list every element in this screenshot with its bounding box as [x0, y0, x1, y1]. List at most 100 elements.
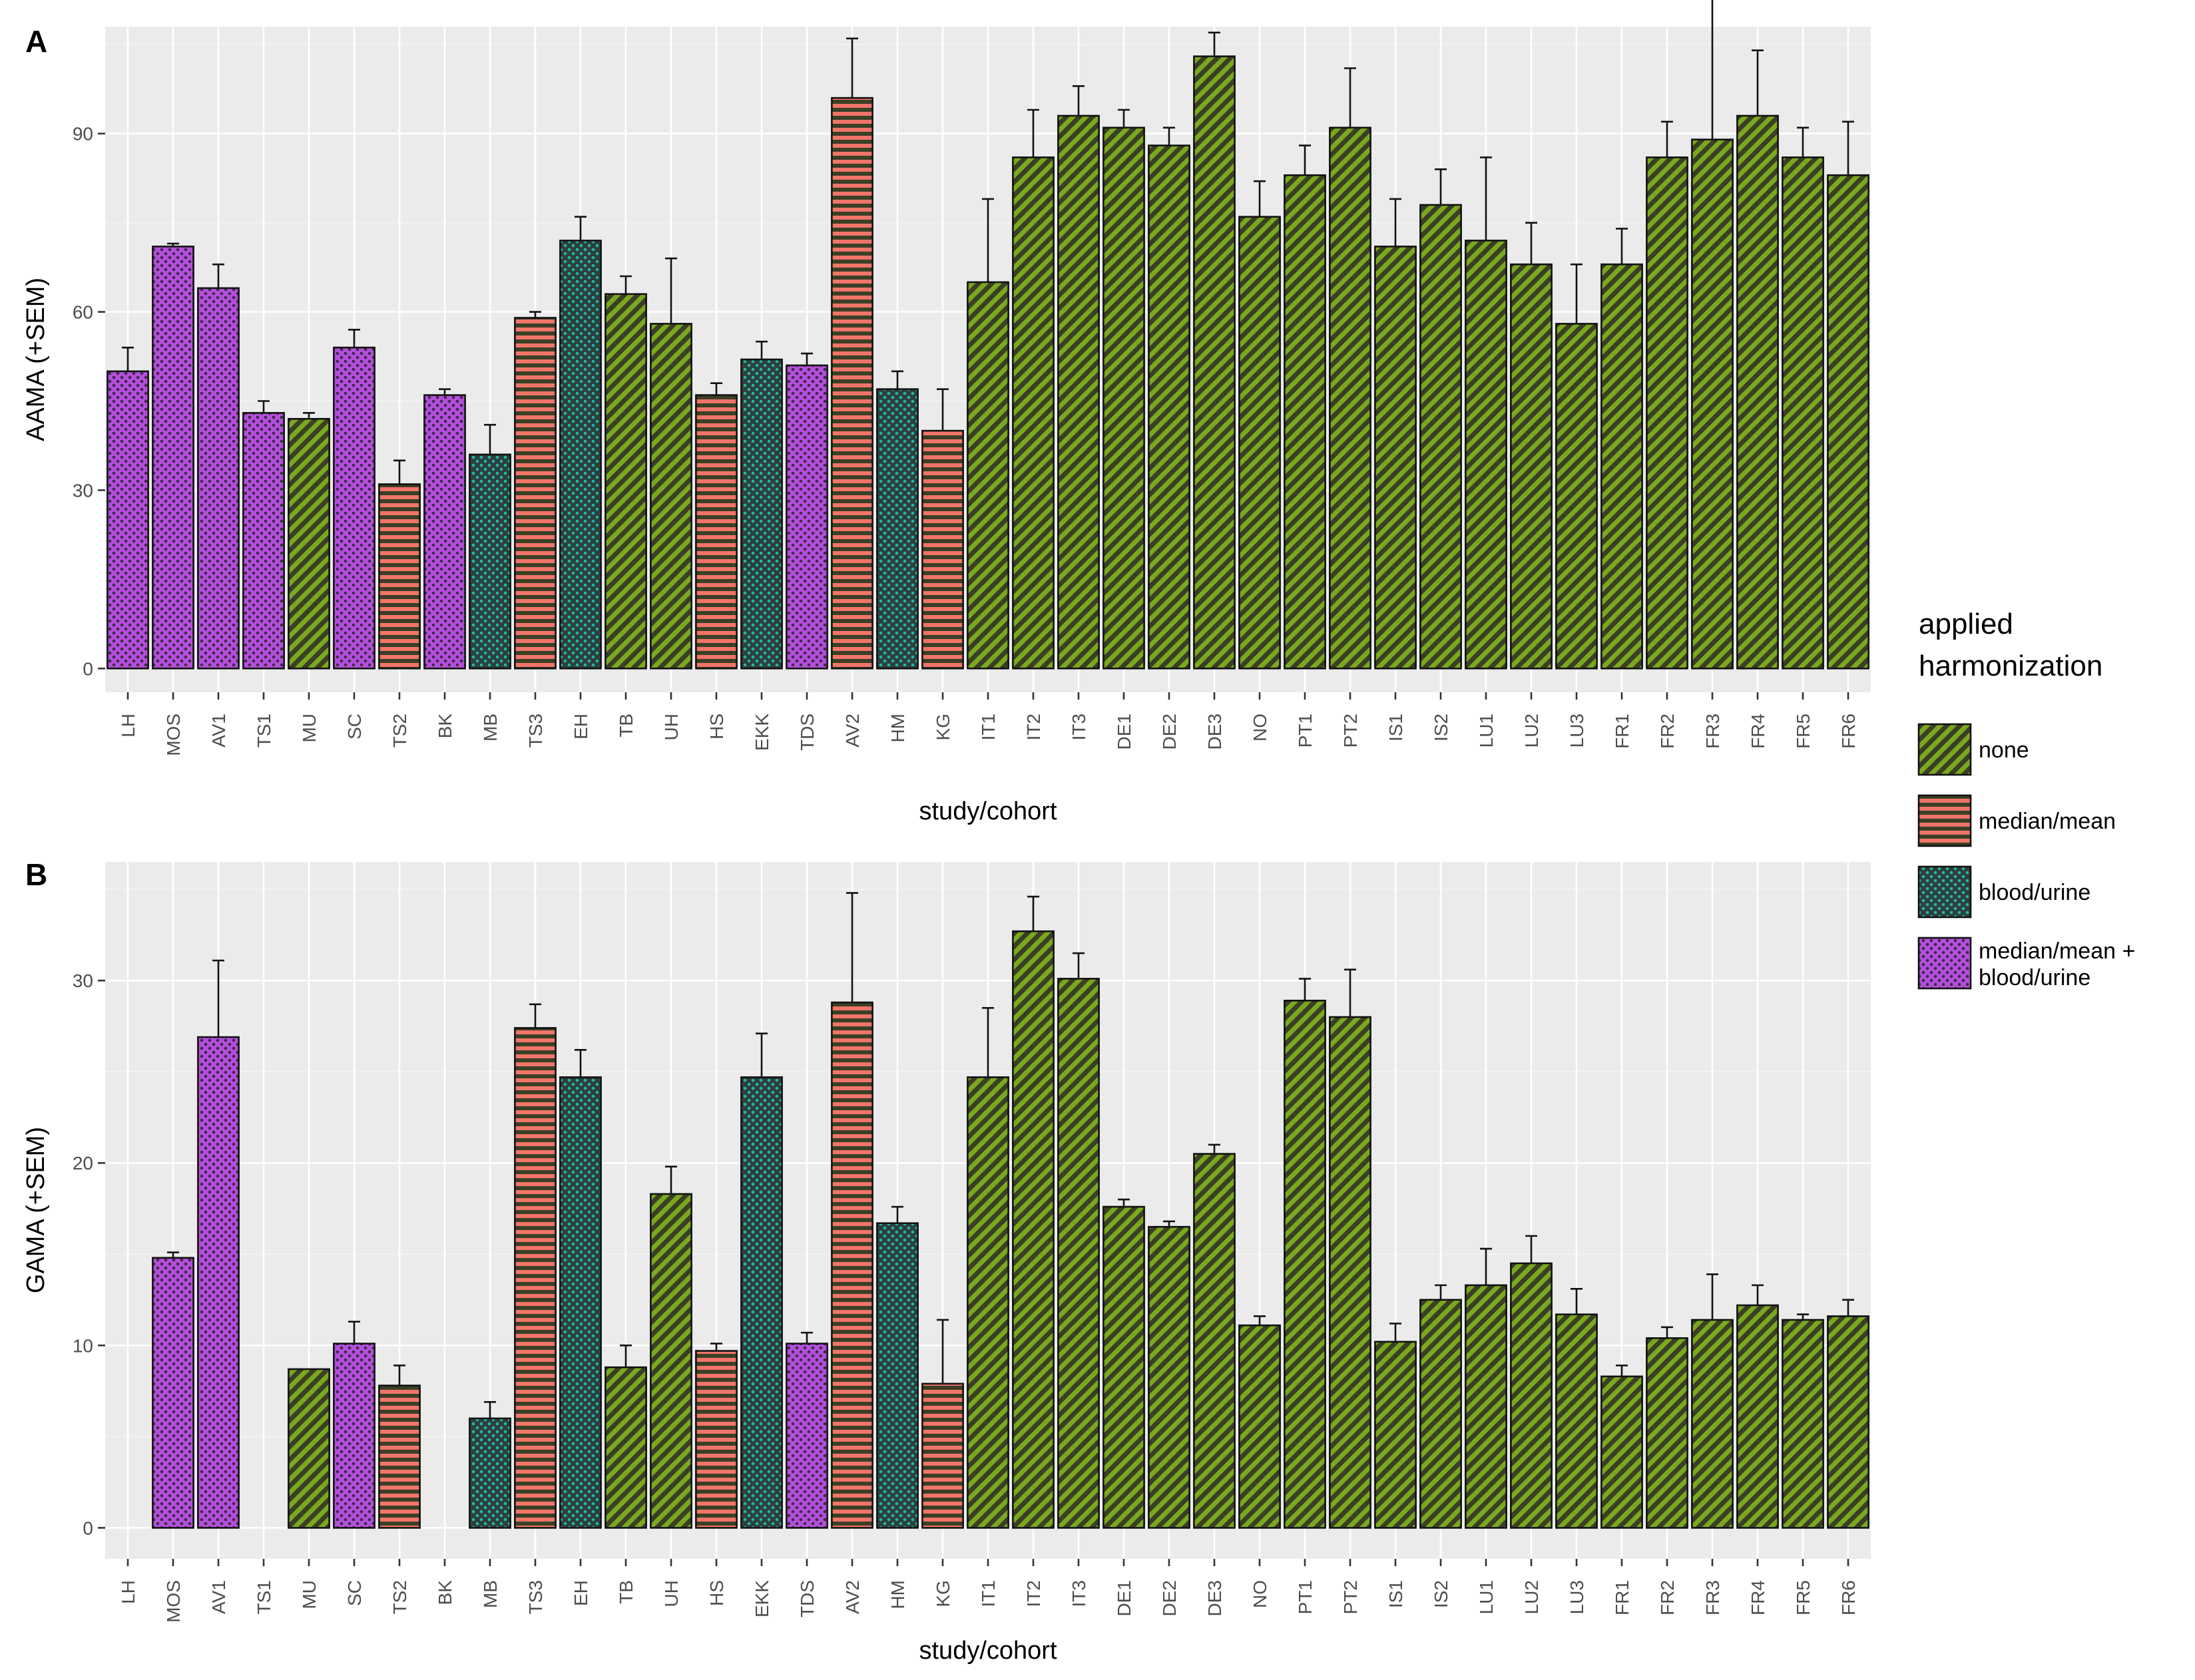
bar-de2	[1148, 144, 1190, 670]
x-tick-label: AV1	[208, 714, 229, 747]
legend-label-median-mean-blood-urine-line2: blood/urine	[1979, 965, 2090, 990]
x-tick-label: DE3	[1204, 1580, 1225, 1616]
bar-lu3	[1555, 323, 1598, 670]
bar-sc	[333, 1343, 375, 1529]
x-tick-label: LU1	[1476, 714, 1497, 747]
panel-b: B 0 10 20 30 LH MOS AV1 TS1 MU SC TS2 BK MB TS3 EH TB U…	[22, 857, 1871, 1665]
bar-fr6	[1827, 1315, 1869, 1529]
x-tick-label: TB	[616, 1580, 636, 1604]
x-tick-label: FR1	[1612, 714, 1632, 749]
bar-de3	[1193, 55, 1236, 670]
x-tick-label: TS2	[389, 1580, 410, 1614]
x-tick-label: HS	[706, 714, 727, 739]
x-tick-label: TDS	[797, 714, 818, 751]
bar-fr3	[1691, 138, 1734, 670]
bar-mu	[288, 417, 330, 670]
bar-de2	[1148, 1225, 1190, 1529]
bar-fr5	[1782, 156, 1824, 670]
bar-hs	[695, 1350, 738, 1529]
x-tick-label: MU	[299, 1580, 320, 1609]
x-tick-label: AV2	[842, 714, 863, 747]
x-tick-label: FR1	[1612, 1580, 1632, 1615]
x-tick-label: DE1	[1114, 1580, 1134, 1616]
x-tick-label: LH	[118, 714, 138, 737]
legend-label-median-mean-blood-urine-line1: median/mean +	[1979, 939, 2135, 964]
bar-fr1	[1600, 1375, 1643, 1529]
bar-av2	[831, 1001, 873, 1529]
bar-tb	[605, 1366, 647, 1529]
panel-b-bars	[152, 892, 1869, 1529]
x-tick-label: UH	[661, 1580, 682, 1607]
bar-mos	[152, 1257, 194, 1529]
bar-it2	[1012, 930, 1055, 1529]
bar-hm	[876, 388, 919, 670]
x-tick-label: SC	[344, 714, 365, 739]
x-tick-label: HM	[887, 714, 908, 743]
x-tick-label: LU1	[1476, 1580, 1497, 1614]
x-tick-label: FR6	[1838, 1580, 1859, 1615]
bar-ekk	[740, 1076, 783, 1529]
x-tick-label: IS1	[1385, 714, 1406, 741]
panel-a-x-axis-title: study/cohort	[919, 797, 1057, 825]
x-tick-label: FR3	[1702, 714, 1723, 749]
x-tick-label: PT2	[1340, 1580, 1361, 1614]
panel-b-y-axis-title: GAMA (+SEM)	[22, 1127, 50, 1293]
bar-it3	[1057, 114, 1100, 670]
x-tick-label: LU3	[1567, 1580, 1587, 1614]
x-tick-label: FR2	[1657, 1580, 1678, 1615]
y-tick-label: 20	[73, 1153, 93, 1173]
bar-av1	[197, 1036, 240, 1529]
bar-it1	[967, 1076, 1009, 1529]
bar-fr5	[1782, 1319, 1824, 1529]
x-tick-label: NO	[1250, 1580, 1270, 1608]
bar-kg	[921, 1382, 964, 1529]
x-tick-label: TDS	[797, 1580, 818, 1617]
x-tick-label: IT2	[1023, 1580, 1044, 1607]
bar-pt1	[1284, 174, 1326, 670]
bar-bk	[423, 394, 466, 670]
x-tick-label: BK	[435, 714, 455, 739]
bar-pt2	[1329, 1016, 1371, 1529]
panel-a-x-axis: LH MOS AV1 TS1 MU SC TS2 BK MB TS3 EH TB UH HS EKK TDS A…	[118, 692, 1859, 756]
x-tick-label: KG	[933, 1580, 953, 1607]
bar-lu3	[1555, 1313, 1598, 1529]
x-tick-label: KG	[933, 714, 953, 740]
bar-fr4	[1736, 1304, 1779, 1529]
bar-fr2	[1646, 156, 1688, 670]
bar-tb	[605, 293, 647, 670]
y-tick-label: 10	[73, 1335, 93, 1356]
bar-fr6	[1827, 174, 1869, 670]
bar-av1	[197, 287, 240, 670]
bar-no	[1238, 1324, 1281, 1529]
bar-fr3	[1691, 1319, 1734, 1529]
bar-ts2	[378, 483, 421, 670]
x-tick-label: PT2	[1340, 714, 1361, 747]
y-tick-label: 0	[83, 1518, 93, 1538]
bar-de1	[1102, 1205, 1145, 1529]
bar-fr1	[1600, 263, 1643, 670]
panel-b-x-axis-title: study/cohort	[919, 1637, 1057, 1665]
x-tick-label: LU3	[1567, 714, 1587, 747]
bar-de3	[1193, 1153, 1236, 1529]
bar-it2	[1012, 156, 1055, 670]
bar-ts3	[514, 317, 557, 670]
bar-eh	[559, 240, 602, 670]
bar-it3	[1057, 978, 1100, 1529]
bar-hm	[876, 1222, 919, 1529]
x-tick-label: PT1	[1295, 714, 1316, 747]
x-tick-label: DE2	[1159, 714, 1180, 749]
x-tick-label: IS2	[1431, 714, 1451, 741]
x-tick-label: TS3	[525, 1580, 546, 1614]
panel-b-y-axis: 0 10 20 30	[73, 970, 105, 1538]
panel-a-y-axis: 0 30 60 90	[73, 124, 105, 679]
x-tick-label: FR5	[1793, 1580, 1814, 1615]
bar-sc	[333, 346, 375, 670]
bar-is2	[1419, 1299, 1462, 1529]
x-tick-label: LU2	[1521, 1580, 1542, 1614]
x-tick-label: FR4	[1748, 714, 1768, 749]
y-tick-label: 30	[73, 480, 93, 501]
bar-fr2	[1646, 1337, 1688, 1529]
bar-lu1	[1465, 1284, 1507, 1529]
x-tick-label: PT1	[1295, 1580, 1316, 1614]
